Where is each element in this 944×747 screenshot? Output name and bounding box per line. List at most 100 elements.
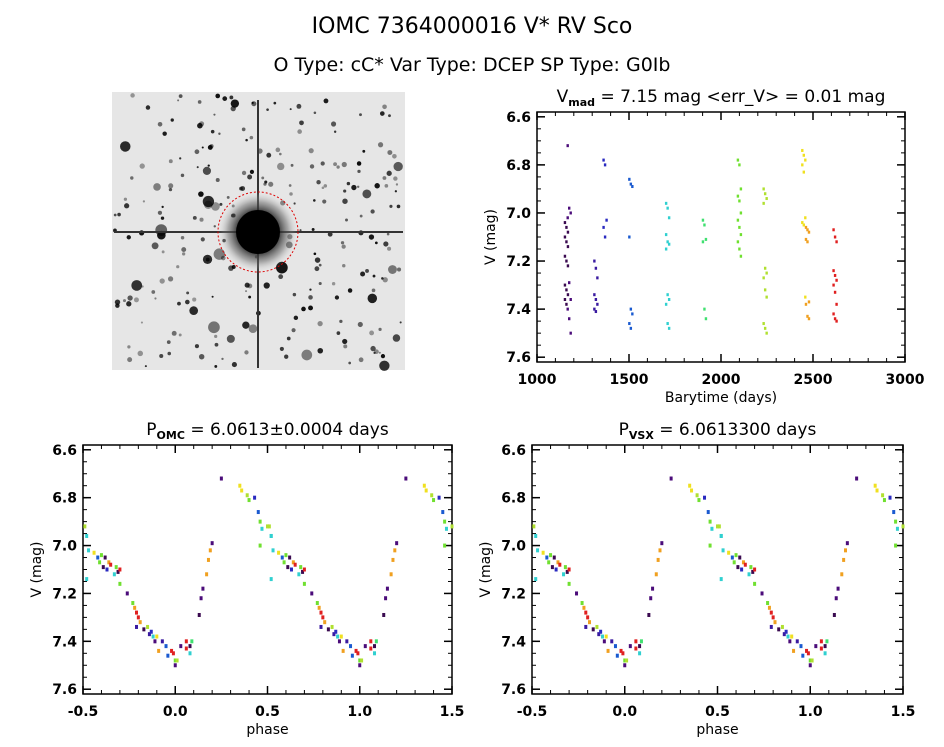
- data-point: [799, 644, 803, 649]
- field-star: [330, 121, 337, 127]
- data-point: [302, 581, 306, 586]
- data-point: [393, 548, 397, 553]
- field-star: [314, 266, 320, 272]
- data-point: [628, 322, 631, 326]
- plot-title-subscript: VSX: [629, 429, 654, 442]
- field-star: [383, 241, 389, 247]
- field-star: [167, 276, 174, 282]
- field-star: [241, 127, 246, 132]
- data-point: [807, 317, 811, 321]
- data-point: [773, 620, 777, 625]
- field-star: [371, 288, 376, 293]
- data-point: [833, 235, 837, 239]
- y-tick-label: 7.6: [506, 350, 531, 366]
- field-star: [161, 250, 165, 254]
- data-point: [98, 560, 102, 565]
- data-point: [806, 240, 809, 244]
- plot-title-main: V: [557, 87, 569, 107]
- field-star: [159, 353, 164, 358]
- data-point: [634, 646, 638, 651]
- field-star: [242, 321, 250, 329]
- phase-plot-vsx: 6.6 6.8 7.0 7.2 7.4 7.6 -0.5 0.0 0.5 1.0 1.5 phase V…: [478, 420, 915, 738]
- field-star: [301, 349, 313, 361]
- data-point: [832, 269, 835, 273]
- field-star: [130, 93, 135, 98]
- data-point: [736, 194, 740, 198]
- data-point: [832, 312, 835, 316]
- data-point: [740, 567, 744, 572]
- field-star: [308, 305, 313, 311]
- field-star: [230, 99, 240, 108]
- data-point: [135, 624, 139, 629]
- x-tick-label: 1.0: [347, 704, 372, 720]
- data-point: [389, 572, 393, 577]
- y-axis-label: V (mag): [483, 209, 499, 265]
- data-point: [382, 612, 386, 617]
- data-point: [125, 591, 129, 596]
- field-star: [181, 247, 187, 253]
- data-point: [894, 543, 898, 548]
- data-point: [591, 627, 595, 632]
- data-point: [247, 498, 251, 503]
- data-point: [819, 646, 823, 651]
- field-star: [342, 198, 348, 204]
- data-point: [804, 158, 807, 162]
- data-point: [606, 648, 610, 653]
- data-point: [782, 632, 786, 637]
- field-star: [379, 360, 390, 371]
- data-point: [566, 230, 570, 234]
- data-point: [804, 225, 808, 229]
- field-star: [386, 170, 392, 176]
- data-point: [840, 572, 844, 577]
- data-point: [738, 163, 741, 167]
- data-point: [594, 266, 598, 270]
- data-point: [164, 644, 168, 649]
- field-star: [202, 195, 215, 208]
- y-axis-label: V (mag): [478, 541, 494, 597]
- field-star: [210, 129, 215, 134]
- data-point: [332, 632, 336, 637]
- data-point: [173, 658, 177, 663]
- field-star: [289, 192, 293, 196]
- field-star: [388, 114, 391, 118]
- y-tick-label: 7.4: [501, 634, 526, 650]
- data-point: [422, 483, 426, 488]
- data-point: [326, 627, 330, 632]
- data-point: [277, 550, 281, 555]
- data-point: [739, 187, 743, 191]
- field-star: [198, 121, 205, 127]
- data-point: [639, 639, 643, 644]
- data-point: [569, 211, 572, 215]
- field-star: [151, 290, 156, 294]
- data-point: [833, 273, 837, 277]
- data-point: [736, 240, 740, 244]
- y-tick-label: 7.6: [52, 682, 77, 698]
- field-star: [162, 131, 167, 136]
- field-star: [357, 321, 363, 328]
- data-point: [593, 293, 596, 297]
- x-tick-label: 0.5: [255, 704, 280, 720]
- data-point: [823, 644, 827, 649]
- y-tick-label: 7.0: [52, 539, 77, 555]
- field-star: [299, 229, 302, 232]
- data-point: [739, 233, 743, 237]
- data-point: [623, 663, 627, 668]
- data-point: [762, 187, 765, 191]
- data-point: [354, 648, 358, 653]
- data-point: [765, 197, 768, 201]
- data-point: [345, 639, 349, 644]
- plot-frame: [531, 444, 904, 695]
- x-axis-label: phase: [696, 722, 738, 738]
- field-star: [342, 263, 346, 268]
- data-point: [703, 223, 706, 227]
- x-tick-label: -0.5: [68, 704, 99, 720]
- data-point: [210, 541, 214, 546]
- data-point: [552, 555, 556, 560]
- data-point: [669, 476, 673, 481]
- data-point: [805, 648, 809, 653]
- field-star: [126, 235, 131, 240]
- data-point: [806, 228, 809, 232]
- field-star: [245, 138, 248, 142]
- data-point: [786, 634, 790, 639]
- data-point: [760, 591, 764, 596]
